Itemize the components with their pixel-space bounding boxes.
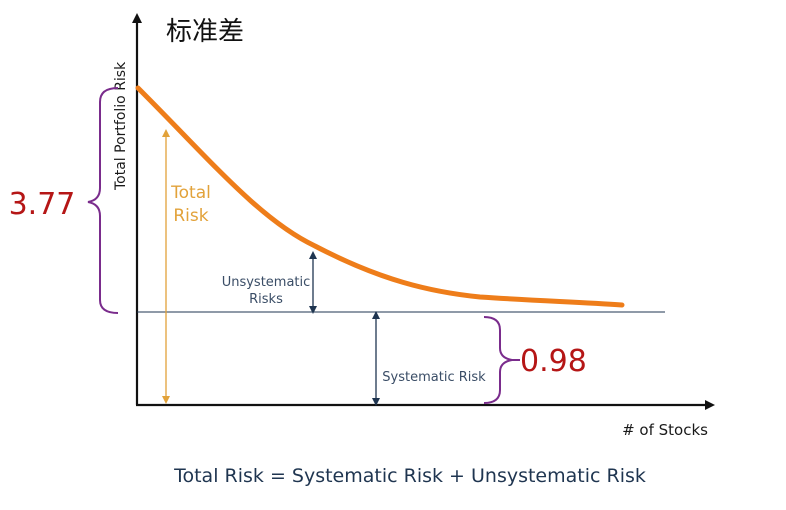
total-risk-label-line1: Total — [170, 183, 211, 203]
total-risk-value: 3.77 — [9, 187, 76, 222]
total-risk-curve — [135, 85, 625, 308]
unsystematic-risk-label-line1: Unsystematic — [222, 275, 311, 290]
total-risk-label-line2: Risk — [173, 206, 208, 226]
risk-formula: Total Risk = Systematic Risk + Unsystema… — [173, 465, 646, 487]
y-axis-label: Total Portfolio Risk — [113, 61, 129, 191]
total-risk-bracket — [87, 87, 119, 314]
x-axis-label: # of Stocks — [622, 421, 708, 439]
systematic-risk-value: 0.98 — [520, 344, 587, 379]
systematic-risk-bracket — [483, 316, 513, 404]
chart-title: 标准差 — [166, 17, 244, 47]
systematic-risk-label: Systematic Risk — [382, 370, 486, 385]
unsystematic-risk-label-line2: Risks — [249, 292, 283, 307]
